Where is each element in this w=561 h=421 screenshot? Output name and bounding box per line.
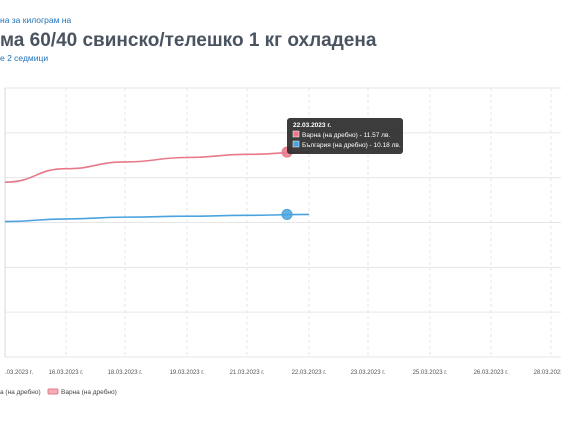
tooltip-line: България (на дребно) - 10.18 лв. bbox=[302, 141, 401, 149]
chart-subtitle: на за килограм на bbox=[0, 15, 72, 25]
series-point[interactable] bbox=[281, 208, 293, 220]
x-tick-label: 22.03.2023 г. bbox=[292, 370, 327, 376]
tooltip-swatch bbox=[292, 130, 300, 138]
legend-label[interactable]: Варна (на дребно) bbox=[61, 388, 117, 396]
x-axis-ticks: .03.2023 г. 16.03.2023 г. 18.03.2023 г. 19.… bbox=[5, 370, 561, 376]
tooltip-date: 22.03.2023 г. bbox=[293, 122, 331, 129]
x-tick-label: .03.2023 г. bbox=[5, 370, 33, 376]
series-line bbox=[4, 213, 310, 223]
series-line bbox=[4, 151, 310, 183]
legend-label[interactable]: а (на дребно) bbox=[0, 388, 41, 396]
chart-legend: а (на дребно) Варна (на дребно) bbox=[0, 388, 117, 396]
chart-points bbox=[281, 146, 293, 220]
tooltip-swatch bbox=[292, 140, 300, 148]
x-tick-label: 19.03.2023 г. bbox=[170, 370, 205, 376]
x-tick-label: 21.03.2023 г. bbox=[230, 370, 265, 376]
x-tick-label: 16.03.2023 г. bbox=[49, 370, 84, 376]
chart-title: ма 60/40 свинско/телешко 1 кг охладена bbox=[0, 30, 377, 51]
chart-series bbox=[4, 151, 310, 223]
tooltip-box bbox=[287, 118, 403, 154]
x-tick-label: 18.03.2023 г. bbox=[108, 370, 143, 376]
x-tick-label: 23.03.2023 г. bbox=[351, 370, 386, 376]
x-tick-label: 28.03.2023 г. bbox=[534, 370, 561, 376]
legend-swatch[interactable] bbox=[47, 388, 59, 395]
chart-tooltip: 22.03.2023 г. Варна (на дребно) - 11.57 л… bbox=[287, 118, 403, 154]
tooltip-line: Варна (на дребно) - 11.57 лв. bbox=[302, 131, 390, 139]
x-tick-label: 25.03.2023 г. bbox=[413, 370, 448, 376]
chart-period: е 2 седмици bbox=[0, 53, 49, 63]
x-tick-label: 26.03.2023 г. bbox=[474, 370, 509, 376]
chart-grid bbox=[4, 87, 561, 358]
